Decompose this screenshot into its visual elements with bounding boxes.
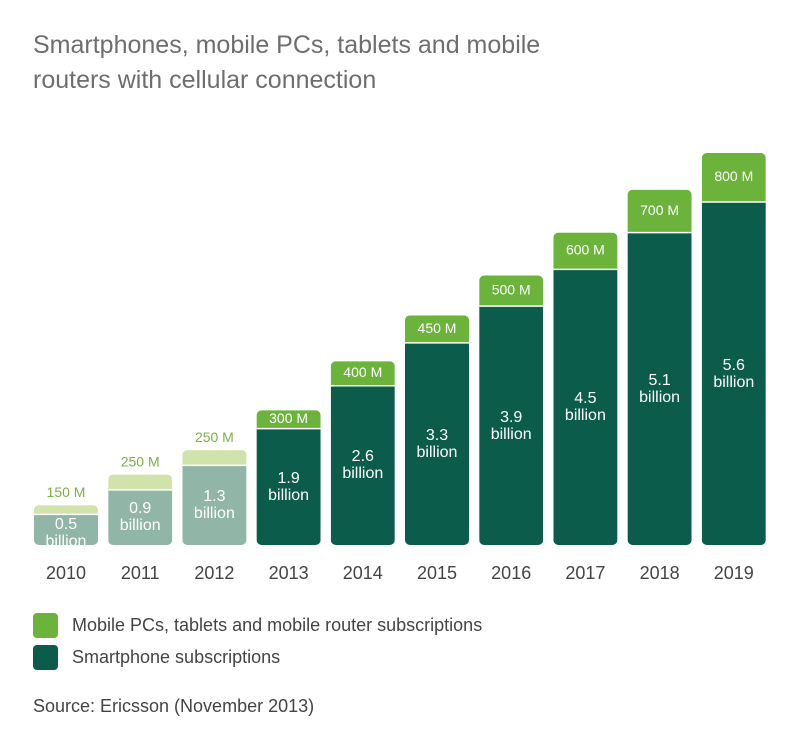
bar-segment	[256, 410, 321, 429]
data-label: 0.9 billion	[119, 500, 161, 535]
bar-segment	[405, 315, 469, 343]
bar-segment	[182, 465, 247, 545]
data-label: 1.9 billion	[268, 469, 310, 504]
legend-label: Smartphone subscriptions	[72, 647, 281, 667]
bar-segment	[627, 189, 692, 233]
data-label: 700 M	[640, 202, 679, 218]
x-tick-label: 2015	[417, 563, 457, 583]
bar-segment	[553, 269, 618, 545]
bar-segment	[701, 202, 766, 545]
data-label: 800 M	[714, 168, 753, 184]
x-tick-label: 2018	[640, 563, 680, 583]
data-label: 0.5 billion	[45, 516, 87, 551]
bar-segment	[553, 232, 618, 270]
bar-segment	[330, 385, 395, 545]
x-tick-label: 2019	[714, 563, 754, 583]
bar-segment	[182, 450, 247, 466]
bar-segment	[701, 153, 766, 202]
data-label: 1.3 billion	[193, 488, 235, 523]
data-label: 3.3 billion	[416, 426, 458, 461]
bar-segment	[627, 232, 692, 545]
bar-segment	[405, 342, 469, 545]
bar-segment	[479, 275, 544, 307]
plot: 2010 150 M 2011 250 M 2012 250 M 2013 300 M 2014…	[34, 153, 766, 583]
x-tick-label: 2014	[343, 563, 383, 583]
legend-item: Mobile PCs, tablets and mobile router su…	[33, 613, 482, 638]
data-label: 4.5 billion	[564, 390, 606, 425]
x-tick-label: 2012	[194, 563, 234, 583]
data-label: 450 M	[418, 320, 457, 336]
data-label: 250 M	[121, 453, 160, 469]
bar-segment	[330, 361, 395, 386]
bar-segment	[256, 428, 321, 545]
bar-segment	[34, 514, 98, 545]
x-tick-label: 2017	[565, 563, 605, 583]
data-label: 600 M	[566, 242, 605, 258]
legend-label: Mobile PCs, tablets and mobile router su…	[72, 615, 483, 635]
x-tick-label: 2013	[269, 563, 309, 583]
data-label: 400 M	[343, 364, 382, 380]
x-tick-label: 2010	[46, 563, 86, 583]
source-note: Source: Ericsson (November 2013)	[33, 696, 315, 716]
bar-segment	[108, 489, 173, 545]
legend-swatch	[33, 613, 58, 638]
data-label: 250 M	[195, 429, 234, 445]
data-label: 500 M	[492, 282, 531, 298]
x-tick-label: 2016	[491, 563, 531, 583]
x-tick-label: 2011	[121, 563, 160, 583]
data-label: 3.9 billion	[490, 408, 532, 443]
data-label: 5.1 billion	[639, 371, 681, 406]
legend-item: Smartphone subscriptions	[33, 645, 280, 670]
data-label: 300 M	[269, 410, 308, 426]
bar-segment	[34, 505, 98, 515]
bar-segment	[479, 306, 544, 545]
data-label: 2.6 billion	[342, 448, 384, 483]
data-label: 150 M	[47, 484, 86, 500]
chart-title: Smartphones, mobile PCs, tablets and mob…	[33, 31, 541, 94]
bar-segment	[108, 474, 173, 490]
data-label: 5.6 billion	[713, 356, 755, 391]
legend-swatch	[33, 645, 58, 670]
